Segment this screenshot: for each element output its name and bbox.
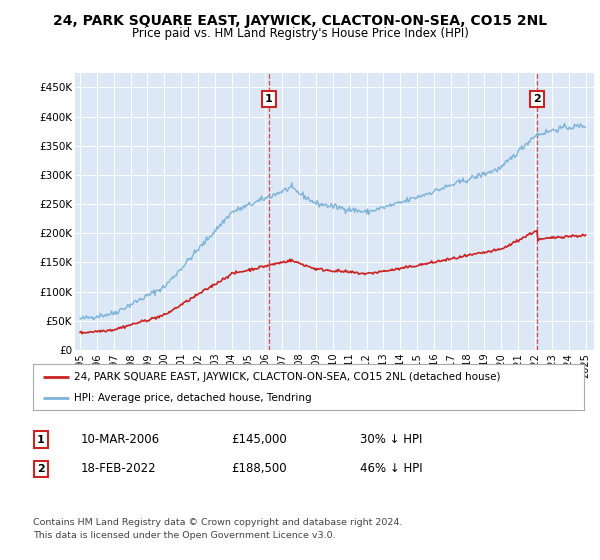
Text: £188,500: £188,500	[231, 462, 287, 475]
Text: £145,000: £145,000	[231, 433, 287, 446]
Text: 10-MAR-2006: 10-MAR-2006	[81, 433, 160, 446]
Text: 2: 2	[533, 94, 541, 104]
Text: 1: 1	[37, 435, 44, 445]
Text: HPI: Average price, detached house, Tendring: HPI: Average price, detached house, Tend…	[74, 393, 312, 403]
Text: 24, PARK SQUARE EAST, JAYWICK, CLACTON-ON-SEA, CO15 2NL (detached house): 24, PARK SQUARE EAST, JAYWICK, CLACTON-O…	[74, 372, 501, 382]
Text: 18-FEB-2022: 18-FEB-2022	[81, 462, 157, 475]
Text: 24, PARK SQUARE EAST, JAYWICK, CLACTON-ON-SEA, CO15 2NL: 24, PARK SQUARE EAST, JAYWICK, CLACTON-O…	[53, 14, 547, 28]
Text: 2: 2	[37, 464, 44, 474]
Text: 30% ↓ HPI: 30% ↓ HPI	[360, 433, 422, 446]
Text: 46% ↓ HPI: 46% ↓ HPI	[360, 462, 422, 475]
Text: Contains HM Land Registry data © Crown copyright and database right 2024.
This d: Contains HM Land Registry data © Crown c…	[33, 518, 403, 540]
Text: Price paid vs. HM Land Registry's House Price Index (HPI): Price paid vs. HM Land Registry's House …	[131, 27, 469, 40]
Text: 1: 1	[265, 94, 272, 104]
